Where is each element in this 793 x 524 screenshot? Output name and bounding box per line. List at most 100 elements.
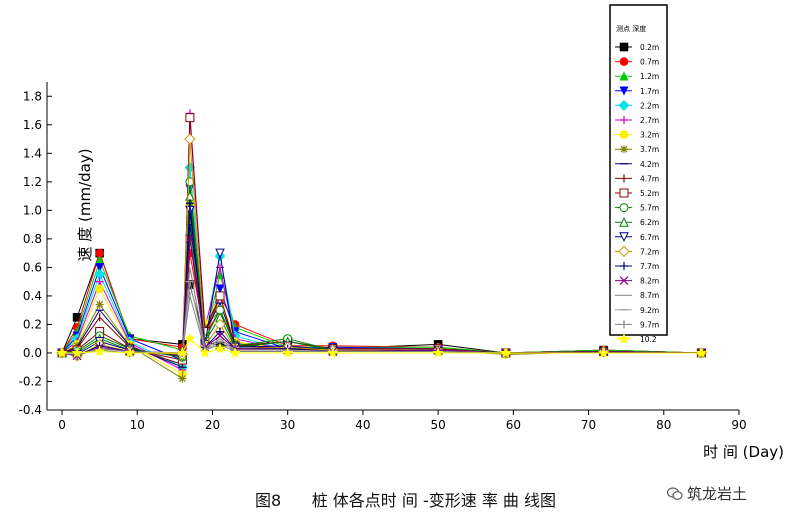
legend-item: 6.7m: [615, 232, 659, 242]
legend-marker: [618, 333, 630, 344]
y-tick-label: -0.4: [19, 403, 42, 417]
legend-item: 0.7m: [615, 57, 659, 67]
legend-item: 3.2m: [615, 130, 659, 140]
legend-marker: [619, 57, 629, 66]
x-tick-label: 30: [280, 418, 295, 432]
legend-item: 10.2: [615, 333, 657, 344]
wechat-icon: [667, 486, 683, 500]
data-point: [215, 331, 225, 341]
series-line: [61, 138, 702, 357]
legend-marker: [619, 71, 629, 81]
x-tick-label: 40: [355, 418, 370, 432]
series-7-2m: [56, 133, 708, 362]
data-point: [95, 300, 104, 309]
series-0-2m: [57, 248, 706, 358]
series-line: [61, 188, 702, 361]
legend-item: 9.2m: [615, 306, 659, 315]
legend-marker: [619, 188, 629, 198]
legend-item: 8.2m: [615, 276, 659, 286]
data-point: [72, 313, 82, 322]
series-2-7m: [58, 109, 706, 375]
series-line: [61, 231, 702, 354]
series-line: [61, 113, 702, 371]
legend-label: 8.2m: [640, 277, 659, 286]
axis-labels: 速 度 (mm/day) 时 间 (Day): [76, 148, 784, 461]
data-point: [327, 347, 339, 358]
legend-item: 7.7m: [615, 262, 659, 271]
legend-label: 7.2m: [640, 247, 659, 256]
data-point: [216, 327, 224, 336]
data-point: [95, 277, 104, 286]
x-tick-label: 20: [205, 418, 220, 432]
data-point: [95, 284, 104, 294]
legend-item: 1.7m: [615, 86, 659, 96]
y-tick-label: 1.2: [23, 175, 42, 189]
series-line: [61, 238, 702, 357]
series-line: [61, 210, 702, 357]
legend: 测点 深度 0.2m 0.7m 1.2m 1.7m 2.2m 2.7m 3.2m 3.7m 4.2…: [609, 4, 668, 344]
legend-label: 4.2m: [640, 160, 659, 169]
series-5-7m: [57, 177, 706, 362]
data-point: [199, 347, 211, 358]
legend-label: 2.2m: [640, 101, 659, 110]
series-line: [61, 251, 702, 354]
series-5-2m: [57, 113, 706, 365]
data-point: [71, 347, 83, 358]
legend-item: 5.2m: [615, 188, 659, 198]
legend-label: 6.2m: [640, 218, 659, 227]
legend-label: 6.7m: [640, 233, 659, 242]
data-point: [178, 374, 187, 383]
data-point: [56, 347, 68, 358]
y-tick-label: 0.6: [23, 260, 42, 274]
series-1-7m: [57, 184, 706, 365]
legend-label: 0.7m: [640, 58, 659, 67]
y-tick-label: 0.8: [23, 232, 42, 246]
legend-item: 4.2m: [615, 160, 659, 169]
legend-marker: [619, 130, 629, 139]
series-6-7m: [57, 205, 707, 361]
data-point: [500, 347, 512, 358]
data-point: [282, 347, 294, 358]
legend-marker: [619, 42, 629, 52]
series-4-2m: [58, 224, 706, 368]
figure-caption: 图8 桩 体各点时 间 -变形速 率 曲 线图: [255, 491, 556, 510]
legend-item: 3.7m: [615, 145, 659, 154]
data-point: [124, 347, 136, 358]
y-tick-label: -0.2: [19, 374, 42, 388]
data-point: [432, 347, 444, 358]
data-point: [94, 345, 106, 357]
legend-label: 1.2m: [640, 72, 659, 81]
series-line: [61, 203, 702, 357]
legend-label: 1.7m: [640, 87, 659, 96]
series-line: [61, 251, 702, 354]
legend-marker: [619, 86, 629, 96]
data-point: [95, 263, 105, 273]
y-tick-label: 0.0: [23, 346, 42, 360]
legend-label: 0.2m: [640, 43, 659, 52]
legend-marker: [618, 245, 630, 258]
legend-marker: [618, 99, 630, 111]
legend-item: 0.2m: [615, 42, 659, 52]
data-point: [185, 234, 195, 244]
series-0-7m: [57, 248, 706, 358]
data-point: [215, 284, 225, 294]
series-line: [61, 181, 702, 358]
y-tick-label: 0.2: [23, 317, 42, 331]
legend-label: 3.2m: [640, 131, 659, 140]
x-tick-label: 10: [130, 418, 145, 432]
data-point: [184, 133, 196, 145]
legend-label: 7.7m: [640, 262, 659, 271]
data-point: [214, 342, 226, 354]
legend-label: 5.2m: [640, 189, 659, 198]
x-tick-label: 60: [506, 418, 521, 432]
legend-item: 2.2m: [615, 99, 659, 111]
data-point: [176, 347, 188, 358]
legend-item: 5.7m: [615, 203, 659, 213]
x-tick-label: 70: [581, 418, 596, 432]
watermark-text: 筑龙岩土: [687, 485, 748, 503]
legend-marker: [619, 203, 629, 213]
legend-label: 9.7m: [640, 320, 659, 329]
data-point: [215, 291, 225, 301]
legend-label: 4.7m: [640, 174, 659, 183]
series-line: [61, 167, 702, 368]
